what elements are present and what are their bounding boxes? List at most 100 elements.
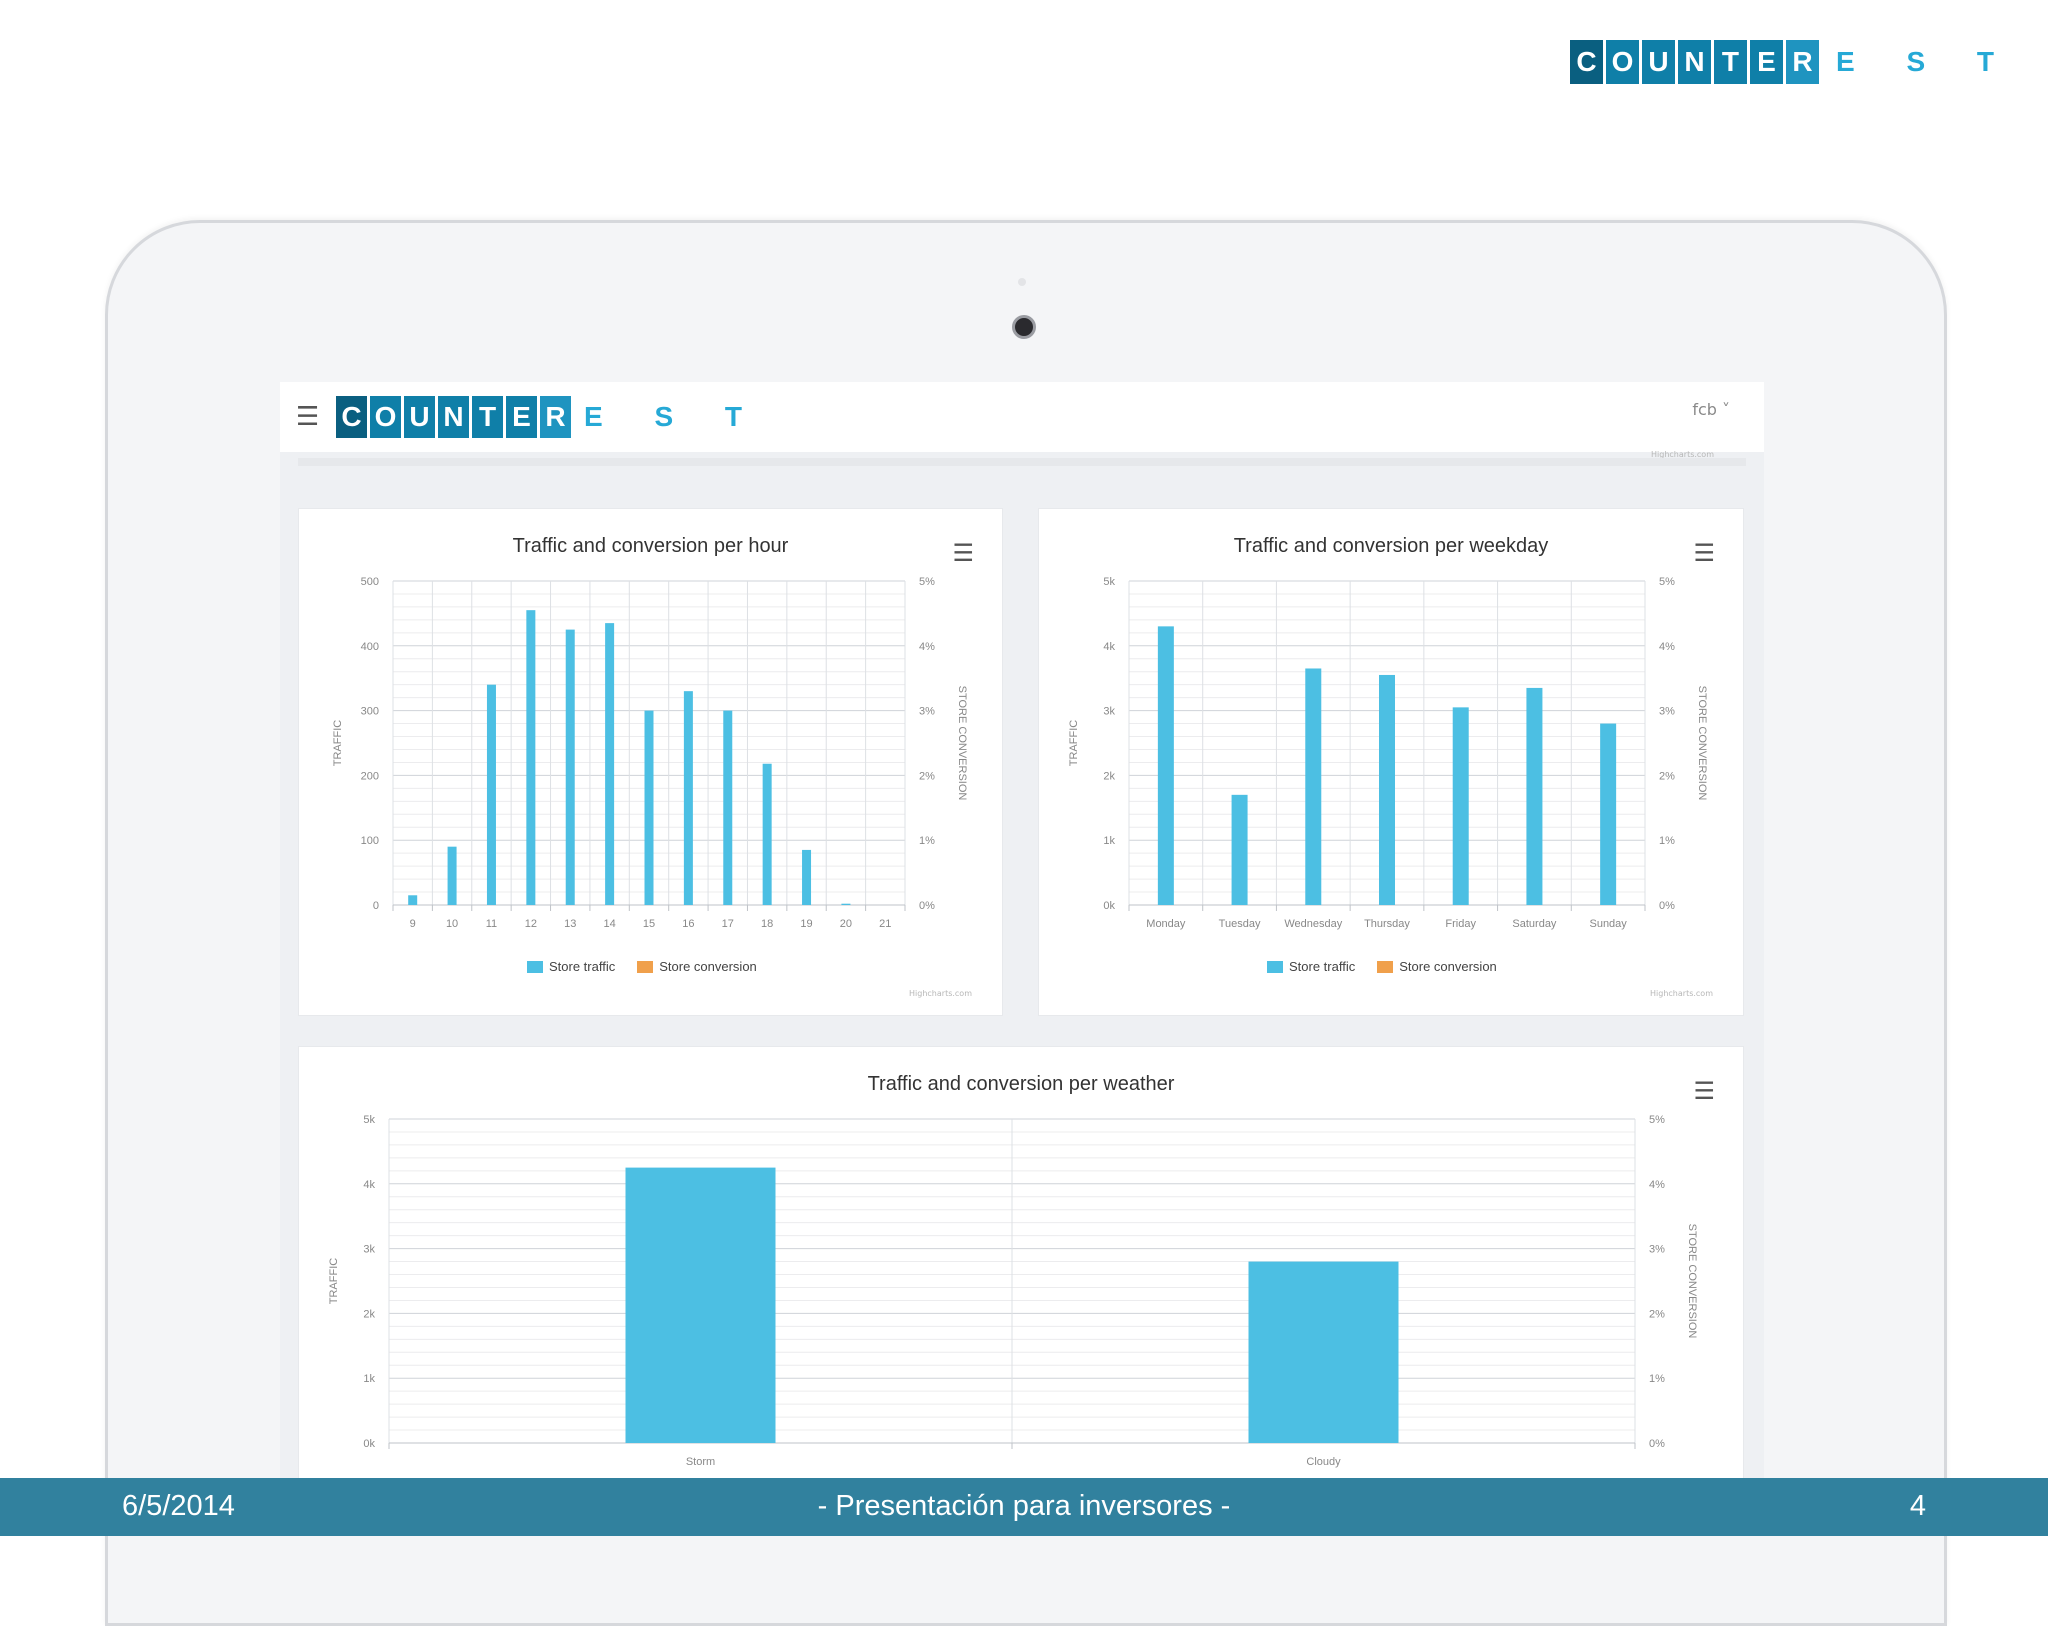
x-tick-label: 14 [603,918,615,930]
legend-label: Store conversion [659,959,757,974]
legend-item[interactable]: Store conversion [637,959,757,974]
bar-store-traffic [1305,668,1322,905]
bar-store-traffic [644,710,654,905]
chart-title: Traffic and conversion per weather [867,1073,1175,1095]
logo-letter: E [1749,40,1783,84]
y-right-tick-label: 0% [919,900,935,912]
x-tick-label: 15 [643,918,655,930]
y-right-tick-label: 5% [919,576,935,588]
y-tick-label: 5k [363,1114,375,1126]
bar-store-traffic [447,846,457,905]
chart-legend: Store traffic Store conversion [527,959,779,974]
chart-menu-icon[interactable]: ☰ [1693,539,1715,567]
legend-label: Store traffic [1289,959,1356,974]
y-tick-label: 5k [1103,576,1115,588]
x-tick-label: 18 [761,918,773,930]
bar-store-traffic [1231,794,1248,905]
x-tick-label: Tuesday [1219,918,1261,930]
y-right-tick-label: 1% [919,835,935,847]
y-tick-label: 0 [373,900,379,912]
bar-store-traffic [683,691,693,905]
x-tick-label: Friday [1445,918,1476,930]
y-axis-title: TRAFFIC [328,1258,340,1304]
bar-store-traffic [1526,687,1543,905]
x-tick-label: 20 [840,918,852,930]
user-menu-dropdown[interactable]: fcb ˅ [1692,400,1730,419]
legend-label: Store conversion [1399,959,1497,974]
hamburger-icon[interactable]: ☰ [296,402,320,432]
y-tick-label: 4k [1103,641,1115,653]
camera-icon [1012,315,1036,339]
logo-letter: T [472,396,503,438]
legend-swatch [1377,960,1394,973]
x-tick-label: 13 [564,918,576,930]
chart-credit: Highcharts.com [1651,450,1714,459]
bar-store-traffic [841,903,851,905]
y-right-tick-label: 4% [1659,641,1675,653]
chart-card-weekday: Traffic and conversion per weekday ☰ 0k 1… [1038,508,1744,1016]
bar-store-traffic [1379,674,1395,905]
y-tick-label: 0k [363,1438,375,1450]
chart-title: Traffic and conversion per hour [512,535,789,557]
logo-letter: O [370,396,401,438]
y-right-tick-label: 1% [1659,835,1675,847]
x-tick-label: Storm [686,1456,715,1468]
y-right-axis-title: STORE CONVERSION [956,686,968,801]
sensor-dot [1018,278,1026,286]
legend-label: Store traffic [549,959,616,974]
chart-weather-plot: 0k 1k 2k 3k 4k 5k 0% 1% 2% 3% 4% 5% TRAFFIC STORE CON… [328,1114,1698,1468]
app-logo[interactable]: C O U N T E R E S T [336,396,764,438]
legend-item[interactable]: Store conversion [1377,959,1497,974]
bar-store-traffic [486,684,496,905]
y-right-tick-label: 0% [1649,1438,1665,1450]
x-tick-label: 10 [446,918,458,930]
divider [298,458,1746,466]
logo-letter: E [506,396,537,438]
y-axis-title: TRAFFIC [332,720,344,766]
chart-menu-icon[interactable]: ☰ [952,539,974,567]
page-number: 4 [1909,1490,1926,1522]
y-tick-label: 200 [361,770,379,782]
y-right-tick-label: 2% [1649,1308,1665,1320]
logo-letter: R [540,396,571,438]
bar-store-traffic [408,895,418,905]
y-right-tick-label: 5% [1649,1114,1665,1126]
y-right-tick-label: 1% [1649,1373,1665,1385]
x-tick-label: Thursday [1364,918,1410,930]
bar-store-traffic [1248,1261,1399,1443]
legend-item[interactable]: Store traffic [527,959,615,974]
bar-store-traffic [1157,626,1174,905]
logo-letter: T [1713,40,1747,84]
y-tick-label: 300 [361,706,379,718]
y-right-tick-label: 4% [919,641,935,653]
y-right-tick-label: 2% [919,770,935,782]
y-right-tick-label: 3% [1649,1244,1665,1256]
bar-store-traffic [723,710,733,905]
bar-store-traffic [565,629,575,905]
x-tick-label: 16 [682,918,694,930]
y-tick-label: 500 [361,576,379,588]
chart-title: Traffic and conversion per weekday [1233,535,1549,557]
x-tick-label: 9 [410,918,416,930]
logo-letter: N [438,396,469,438]
chart-hour-plot: 0 100 200 300 400 500 0% 1% 2% 3% 4% 5% TRAFFIC STORE… [332,576,968,930]
x-tick-label: Cloudy [1306,1456,1341,1468]
chart-card-weather: Traffic and conversion per weather ☰ 0k 1… [298,1046,1744,1482]
legend-swatch [527,960,543,973]
legend-item[interactable]: Store traffic [1267,959,1355,974]
logo-letter: C [1569,40,1603,84]
chart-legend: Store traffic Store conversion [1267,959,1519,974]
y-tick-label: 3k [363,1244,375,1256]
chart-menu-icon[interactable]: ☰ [1693,1077,1715,1105]
bar-store-traffic [605,623,615,905]
y-right-tick-label: 0% [1659,900,1675,912]
y-tick-label: 3k [1103,706,1115,718]
y-right-axis-title: STORE CONVERSION [1686,1224,1698,1339]
bar-store-traffic [526,610,536,905]
y-tick-label: 4k [363,1179,375,1191]
counterest-logo: C O U N T E R E S T [1569,40,2016,84]
app-header: ☰ C O U N T E R E S T fcb ˅ [280,382,1764,452]
logo-tail: E S T [1835,46,2016,77]
logo-letter: U [404,396,435,438]
x-tick-label: 19 [800,918,812,930]
